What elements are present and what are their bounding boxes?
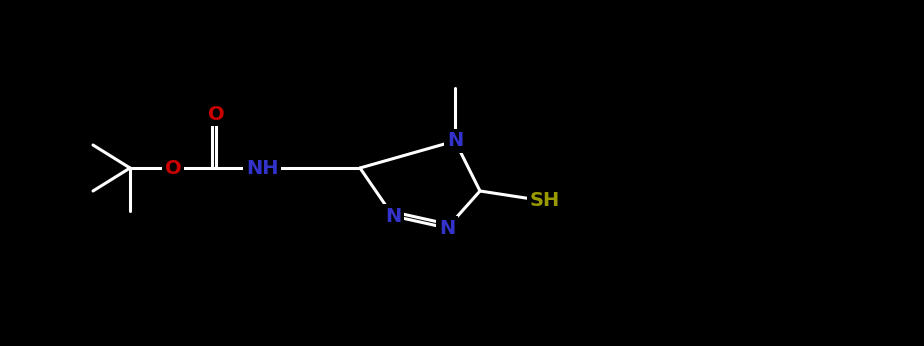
Text: N: N xyxy=(385,207,401,226)
Text: O: O xyxy=(208,104,225,124)
Text: NH: NH xyxy=(246,158,278,177)
Text: N: N xyxy=(439,219,456,237)
Text: SH: SH xyxy=(529,191,560,210)
Text: N: N xyxy=(447,131,463,151)
Text: O: O xyxy=(164,158,181,177)
